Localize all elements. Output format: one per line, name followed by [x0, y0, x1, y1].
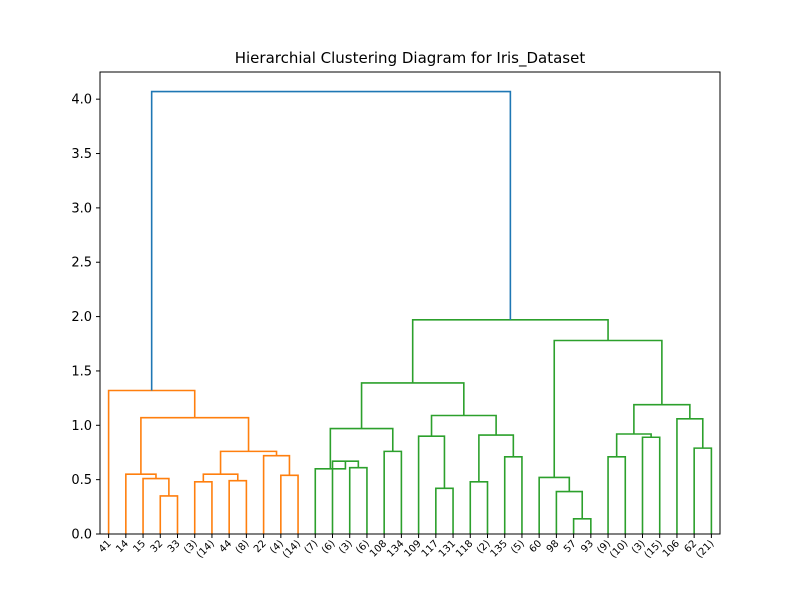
y-tick-label: 1.5 [71, 364, 92, 379]
y-tick-label: 0.0 [71, 528, 92, 543]
dendrogram-link [383, 450, 403, 534]
chart-title: Hierarchial Clustering Diagram for Iris_… [235, 49, 586, 68]
dendrogram-links [107, 90, 713, 534]
dendrogram-link [478, 434, 515, 482]
dendrogram-link [676, 417, 704, 534]
y-tick-label: 0.5 [71, 473, 92, 488]
dendrogram-link [125, 473, 157, 534]
dendrogram-link [538, 476, 571, 534]
dendrogram-link [417, 435, 446, 534]
dendrogram-link [219, 450, 278, 475]
dendrogram-link [202, 473, 239, 482]
dendrogram-link [555, 490, 584, 534]
dendrogram-link [553, 339, 663, 478]
y-tick-label: 4.0 [71, 93, 92, 108]
y-tick-label: 2.0 [71, 310, 92, 325]
plot-frame [99, 71, 721, 535]
dendrogram-link [607, 456, 627, 534]
dendrogram-link [360, 382, 465, 429]
dendrogram-link [430, 414, 497, 437]
dendrogram-link [150, 90, 512, 391]
dendrogram-link [503, 456, 523, 534]
dendrogram-link [262, 454, 291, 534]
dendrogram-link [615, 433, 652, 457]
dendrogram-link [280, 474, 299, 534]
y-tick-label: 2.5 [71, 256, 92, 271]
y-axis: 0.0 0.5 1.0 1.5 2.0 2.5 3.0 3.5 4.0 [71, 93, 100, 543]
dendrogram-link [331, 460, 360, 534]
dendrogram-link [641, 436, 661, 534]
y-tick-label: 1.0 [71, 419, 92, 434]
y-tick-label: 3.0 [71, 201, 92, 216]
y-tick-label: 3.5 [71, 147, 92, 162]
dendrogram-link [140, 416, 250, 475]
dendrogram-link [435, 487, 454, 534]
dendrogram-link [159, 495, 179, 534]
